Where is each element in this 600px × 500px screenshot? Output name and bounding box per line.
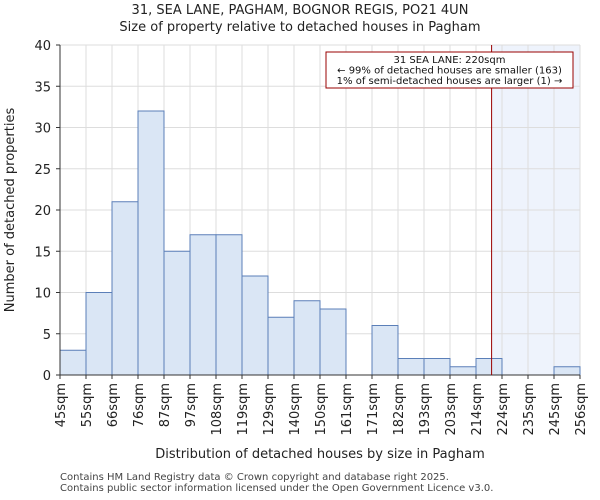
histogram-bar: [189, 234, 217, 376]
histogram-bar: [85, 292, 113, 376]
footer-line-2: Contains public sector information licen…: [60, 483, 494, 494]
histogram-bar: [163, 250, 191, 376]
chart-title: 31, SEA LANE, PAGHAM, BOGNOR REGIS, PO21…: [131, 3, 469, 18]
y-tick-label: 15: [34, 245, 51, 260]
histogram-bar: [319, 308, 347, 376]
x-tick-label: 224sqm: [496, 383, 511, 436]
x-axis-label: Distribution of detached houses by size …: [155, 447, 485, 462]
y-tick-label: 30: [34, 122, 51, 137]
x-tick-label: 193sqm: [418, 383, 433, 436]
footer-line-1: Contains HM Land Registry data © Crown c…: [60, 472, 449, 483]
x-tick-label: 150sqm: [314, 383, 329, 436]
x-tick-label: 140sqm: [288, 383, 303, 436]
y-tick-label: 35: [34, 80, 51, 95]
x-tick-label: 55sqm: [80, 383, 95, 427]
x-tick-label: 182sqm: [392, 383, 407, 436]
histogram-bar: [475, 358, 503, 376]
histogram-bar: [137, 110, 165, 376]
y-tick-label: 40: [34, 39, 51, 54]
x-tick-label: 119sqm: [236, 383, 251, 436]
y-tick-label: 0: [43, 369, 51, 384]
x-tick-label: 203sqm: [444, 383, 459, 436]
y-axis-label: Number of detached properties: [3, 108, 18, 313]
histogram-bar: [111, 201, 139, 376]
histogram-bar: [553, 366, 581, 376]
x-tick-label: 245sqm: [548, 383, 563, 436]
x-tick-label: 171sqm: [366, 383, 381, 436]
x-tick-label: 66sqm: [106, 383, 121, 427]
annotation-text-line-1: 31 SEA LANE: 220sqm: [394, 55, 506, 66]
x-tick-label: 235sqm: [522, 383, 537, 436]
histogram-bar: [397, 358, 425, 376]
annotation-text-line-3: 1% of semi-detached houses are larger (1…: [337, 76, 563, 87]
x-tick-label: 129sqm: [262, 383, 277, 436]
x-tick-label: 161sqm: [340, 383, 355, 436]
chart-subtitle: Size of property relative to detached ho…: [119, 20, 481, 35]
x-tick-label: 256sqm: [574, 383, 589, 436]
histogram-bar: [241, 275, 269, 376]
y-tick-label: 5: [43, 328, 51, 343]
annotation-text-line-2: ← 99% of detached houses are smaller (16…: [337, 66, 562, 77]
histogram-bar: [267, 316, 295, 376]
histogram-bar: [215, 234, 243, 376]
x-tick-label: 76sqm: [132, 383, 147, 427]
x-tick-label: 214sqm: [470, 383, 485, 436]
y-tick-label: 20: [34, 204, 51, 219]
y-tick-label: 10: [34, 287, 51, 302]
y-tick-label: 25: [34, 163, 51, 178]
x-tick-label: 45sqm: [54, 383, 69, 427]
histogram-bar: [423, 358, 451, 376]
x-tick-label: 87sqm: [158, 383, 173, 427]
footer: Contains HM Land Registry data © Crown c…: [60, 472, 493, 494]
histogram-bar: [371, 325, 399, 376]
histogram-bar: [59, 349, 87, 376]
x-tick-label: 97sqm: [184, 383, 199, 427]
x-tick-label: 108sqm: [210, 383, 225, 436]
histogram-bar: [293, 300, 321, 376]
histogram-bar: [449, 366, 477, 376]
annotation-box: [325, 51, 574, 89]
